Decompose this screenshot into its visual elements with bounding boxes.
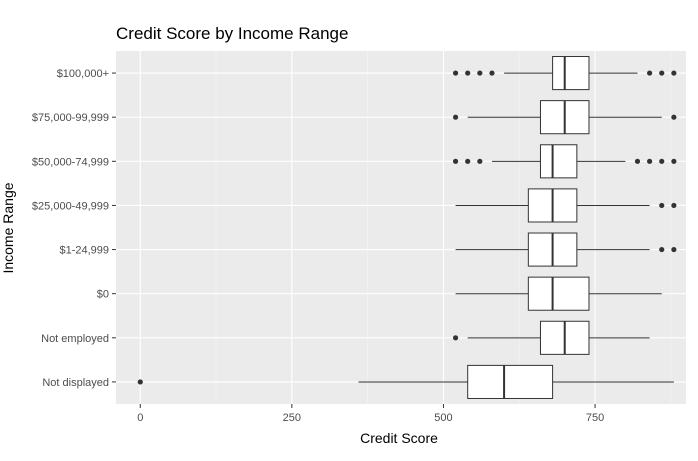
box-0 xyxy=(452,56,677,91)
outlier-point xyxy=(634,158,641,164)
outlier-point xyxy=(659,70,665,76)
y-tick-label: $1-24,999 xyxy=(59,245,109,257)
y-tick-label: Not employed xyxy=(41,333,109,345)
outlier-point xyxy=(671,114,677,120)
outlier-point xyxy=(647,70,653,76)
outlier-point xyxy=(647,158,653,164)
outlier-point xyxy=(671,202,677,209)
boxes-layer xyxy=(137,56,677,399)
box-3 xyxy=(455,188,677,223)
box-2 xyxy=(452,144,677,179)
x-axis-ticks: 0 250 500 750 xyxy=(137,404,604,424)
y-tick-label: $0 xyxy=(97,289,109,301)
x-tick-label: 750 xyxy=(586,412,604,424)
outlier-point xyxy=(465,158,471,164)
outlier-point xyxy=(477,158,483,164)
outlier-point xyxy=(659,158,665,164)
box-iqr xyxy=(467,364,554,399)
y-tick-label: $100,000+ xyxy=(57,68,109,80)
y-tick-label: $25,000-49,999 xyxy=(32,200,109,212)
outlier-point xyxy=(452,335,459,341)
y-tick-label: $50,000-74,999 xyxy=(32,156,109,168)
chart-title: Credit Score by Income Range xyxy=(116,24,348,43)
box-iqr xyxy=(539,144,578,179)
box-5 xyxy=(455,276,662,311)
x-tick-label: 500 xyxy=(434,412,452,424)
y-tick-label: Not displayed xyxy=(42,377,109,389)
plot-panel xyxy=(116,51,686,404)
outlier-point xyxy=(137,379,143,385)
x-tick-label: 250 xyxy=(283,412,301,424)
outlier-point xyxy=(452,70,459,76)
y-axis-ticks: $100,000+ $75,000-99,999 $50,000-74,999 $25… xyxy=(32,68,116,389)
outlier-point xyxy=(671,158,677,164)
box-1 xyxy=(452,100,677,135)
outlier-point xyxy=(671,70,677,76)
outlier-point xyxy=(659,246,665,253)
box-4 xyxy=(455,232,677,267)
outlier-point xyxy=(671,246,677,253)
y-tick-label: $75,000-99,999 xyxy=(32,112,109,124)
box-iqr xyxy=(527,276,590,311)
box-7 xyxy=(137,364,674,399)
outlier-point xyxy=(452,158,459,164)
outlier-point xyxy=(452,114,459,120)
outlier-point xyxy=(465,70,471,76)
y-axis-title: Income Range xyxy=(0,182,16,273)
x-tick-label: 0 xyxy=(137,412,143,424)
outlier-point xyxy=(489,70,495,76)
x-axis-title: Credit Score xyxy=(360,430,438,446)
outlier-point xyxy=(477,70,483,76)
box-iqr xyxy=(552,56,590,91)
outlier-point xyxy=(659,202,665,209)
box-6 xyxy=(452,320,650,355)
